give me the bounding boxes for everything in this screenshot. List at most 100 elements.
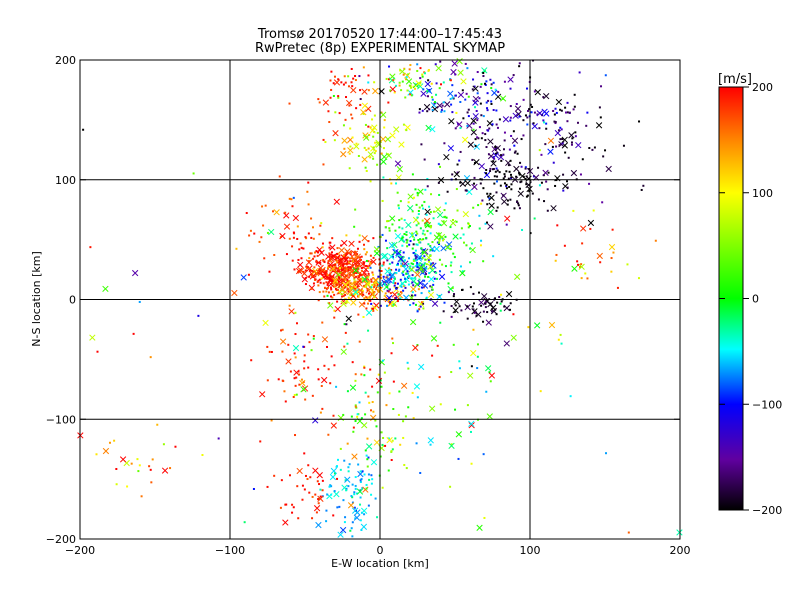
data-point (561, 138, 564, 141)
data-point-cross (570, 169, 578, 177)
data-point (405, 129, 408, 132)
data-point (369, 368, 372, 371)
data-point (462, 233, 465, 236)
data-point-cross (361, 235, 368, 242)
data-point-cross (360, 523, 368, 530)
data-point (495, 109, 498, 112)
data-point (414, 294, 417, 297)
data-point (520, 180, 523, 183)
y-tick-label: 200 (55, 54, 76, 67)
data-point (382, 147, 385, 150)
data-point (453, 256, 456, 259)
data-point (330, 260, 333, 263)
data-point (522, 98, 525, 101)
data-point-cross (360, 109, 367, 116)
data-point (362, 243, 365, 246)
data-point (490, 100, 493, 103)
data-point (353, 271, 356, 274)
data-point (367, 276, 370, 279)
data-point (330, 251, 333, 254)
data-point-cross (300, 386, 307, 393)
data-point-cross (363, 134, 370, 141)
data-point (392, 408, 395, 411)
data-point (499, 184, 502, 187)
data-point (292, 236, 295, 239)
data-point (305, 237, 308, 240)
data-point (321, 407, 324, 410)
data-point (367, 267, 370, 270)
data-point (485, 172, 488, 175)
data-point (423, 200, 426, 203)
data-point (201, 454, 204, 457)
data-point (476, 355, 479, 358)
data-point (369, 254, 372, 257)
data-point (352, 426, 355, 429)
data-point (342, 267, 345, 270)
data-point (363, 365, 366, 368)
data-point (354, 373, 357, 376)
data-point (451, 286, 454, 289)
data-point-cross (329, 244, 336, 251)
data-point (460, 227, 463, 230)
data-point (354, 79, 357, 82)
data-point (359, 496, 362, 499)
data-point-cross (340, 348, 347, 355)
data-point (419, 227, 422, 230)
data-point (368, 401, 371, 404)
data-point (319, 261, 322, 264)
data-point (381, 199, 384, 202)
data-point (601, 201, 604, 204)
data-point (472, 308, 475, 311)
data-point (331, 291, 334, 294)
data-point (393, 284, 396, 287)
data-point (557, 129, 560, 132)
data-point (484, 139, 487, 142)
data-point (345, 487, 348, 490)
data-point (400, 256, 403, 259)
data-point-cross (497, 154, 505, 161)
data-point (509, 116, 512, 119)
data-point (452, 343, 455, 346)
data-point (348, 463, 351, 466)
data-point (345, 257, 348, 260)
data-point (363, 248, 366, 251)
data-point-cross (344, 248, 351, 255)
data-point-cross (353, 514, 361, 521)
data-point (347, 296, 350, 299)
data-point (335, 465, 338, 468)
data-point (352, 274, 355, 277)
data-point (412, 284, 415, 287)
data-point (396, 263, 399, 266)
data-point-cross (486, 413, 493, 420)
data-point-cross (425, 254, 432, 261)
data-point (513, 151, 516, 154)
data-point (531, 105, 534, 108)
data-point (356, 291, 359, 294)
data-point (555, 145, 558, 148)
data-point (372, 277, 375, 280)
data-point (454, 304, 457, 307)
data-point (509, 308, 512, 311)
data-point (300, 378, 303, 381)
data-point-cross (472, 95, 480, 103)
data-point (408, 68, 411, 71)
data-point-cross (342, 281, 349, 289)
data-point (418, 308, 421, 311)
colorbar-tick-label: −100 (752, 398, 782, 411)
data-point (370, 260, 373, 263)
data-point (364, 413, 367, 416)
data-point (439, 403, 442, 406)
data-point (485, 168, 488, 171)
data-point (350, 415, 353, 418)
data-point (300, 257, 303, 260)
data-point (580, 263, 583, 266)
data-point (446, 190, 449, 193)
data-point (351, 85, 354, 88)
data-point (357, 268, 360, 271)
data-point (438, 87, 441, 90)
data-point (312, 237, 315, 240)
data-point (365, 251, 368, 254)
data-point-cross (393, 126, 400, 133)
data-point-cross (513, 165, 520, 173)
data-point-cross (534, 322, 541, 329)
